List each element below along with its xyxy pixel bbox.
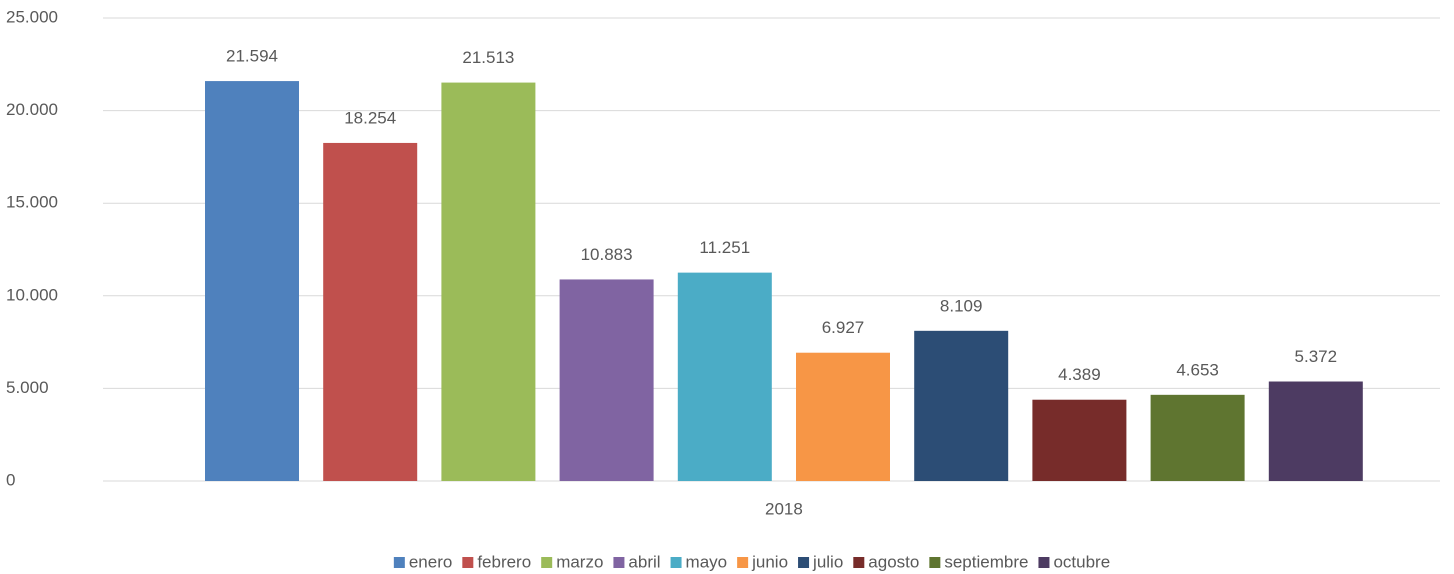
legend-swatch [670, 557, 682, 568]
bar [914, 330, 1009, 481]
data-label: 4.653 [1176, 360, 1219, 379]
y-tick-label: 15.000 [6, 193, 58, 212]
legend-swatch [798, 557, 810, 568]
bar [1032, 399, 1127, 481]
x-tick-label: 2018 [765, 499, 803, 518]
legend-label: enero [409, 552, 452, 571]
legend-swatch [1038, 557, 1050, 568]
data-label: 4.389 [1058, 365, 1101, 384]
data-label: 18.254 [344, 108, 396, 127]
y-tick-label: 20.000 [6, 100, 58, 119]
data-label: 21.594 [226, 47, 278, 66]
data-label: 11.251 [699, 238, 750, 257]
bar [1150, 394, 1245, 481]
legend-swatch [929, 557, 941, 568]
y-tick-label: 10.000 [6, 285, 58, 304]
y-tick-label: 5.000 [6, 378, 49, 397]
data-label: 21.513 [462, 48, 514, 67]
data-label: 8.109 [940, 296, 983, 315]
data-label: 6.927 [822, 318, 865, 337]
data-label: 10.883 [581, 245, 633, 264]
legend-swatch [541, 557, 553, 568]
legend-swatch [613, 557, 625, 568]
legend-label: mayo [686, 552, 728, 571]
y-tick-label: 0 [6, 470, 15, 489]
bar [441, 82, 536, 482]
legend-swatch [462, 557, 474, 568]
bar [796, 352, 890, 481]
legend-label: octubre [1053, 552, 1110, 571]
legend-swatch [737, 557, 749, 568]
legend-label: julio [812, 552, 843, 571]
bar [677, 272, 772, 481]
bar [205, 81, 299, 482]
legend-label: agosto [868, 552, 919, 571]
y-tick-label: 25.000 [6, 7, 58, 26]
bar [1268, 381, 1363, 481]
legend-swatch [853, 557, 865, 568]
legend-label: febrero [477, 552, 531, 571]
legend-label: marzo [556, 552, 603, 571]
legend-label: abril [628, 552, 660, 571]
bar [559, 279, 654, 481]
data-label: 5.372 [1295, 347, 1338, 366]
legend-label: septiembre [944, 552, 1028, 571]
legend-swatch [393, 557, 405, 568]
bar [323, 142, 418, 481]
legend-label: junio [751, 552, 788, 571]
